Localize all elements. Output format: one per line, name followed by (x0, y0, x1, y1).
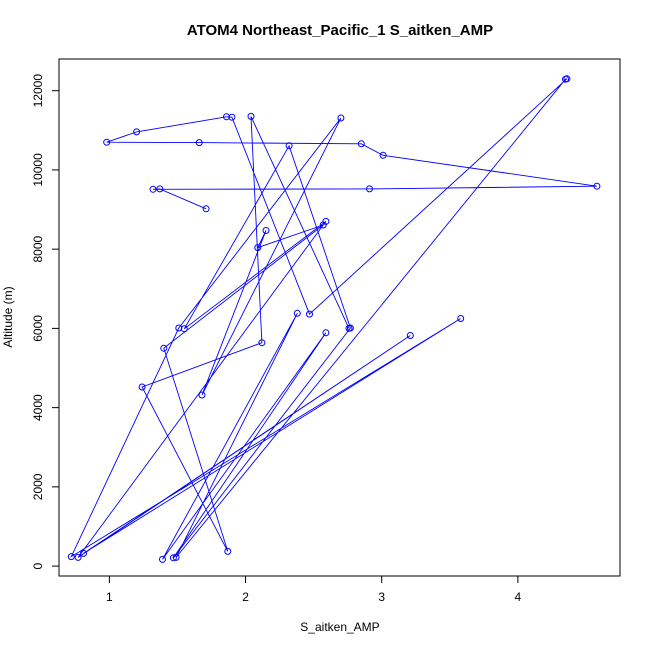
data-point (247, 112, 255, 120)
data-point (322, 329, 330, 337)
data-point (195, 139, 203, 147)
data-point (285, 142, 293, 150)
data-point (224, 547, 232, 555)
data-point (103, 138, 111, 146)
data-point (562, 75, 569, 83)
marker-layer (67, 75, 601, 563)
data-point (457, 315, 465, 322)
data-point (366, 185, 373, 193)
data-point (254, 244, 262, 252)
data-point (293, 309, 301, 317)
x-tick-label: 2 (242, 590, 249, 604)
data-point (169, 554, 177, 562)
data-point (306, 310, 313, 318)
data-point (345, 324, 353, 332)
data-point (159, 555, 166, 563)
data-point (202, 205, 210, 213)
chart-title: ATOM4 Northeast_Pacific_1 S_aitken_AMP (187, 22, 493, 39)
data-point (156, 185, 164, 193)
data-point (138, 383, 146, 391)
x-axis-label: S_aitken_AMP (300, 620, 379, 634)
data-point (406, 332, 414, 339)
data-point (67, 553, 75, 561)
data-point (80, 549, 87, 557)
data-point (74, 553, 82, 561)
x-tick-label: 1 (106, 590, 113, 604)
y-tick-label: 10000 (31, 153, 45, 187)
data-point (172, 553, 180, 561)
x-tick-label: 3 (378, 590, 385, 604)
x-axis: 1 2 3 4 (106, 575, 522, 604)
series-layer (70, 78, 597, 560)
data-point (149, 185, 157, 193)
data-point (379, 151, 387, 159)
data-point (198, 391, 206, 399)
y-tick-label: 2000 (31, 473, 45, 500)
data-point (160, 344, 168, 352)
data-point (593, 182, 601, 190)
data-point (228, 113, 236, 121)
y-axis-label: Altitude (m) (1, 286, 15, 347)
y-tick-label: 6000 (31, 315, 45, 342)
data-point (133, 128, 141, 136)
data-point (175, 324, 183, 332)
series-line (70, 78, 597, 560)
data-point (258, 339, 266, 347)
data-point (223, 113, 230, 121)
data-point (337, 114, 345, 122)
y-tick-label: 4000 (31, 394, 45, 421)
data-point (319, 221, 327, 229)
y-tick-label: 12000 (31, 74, 45, 108)
y-tick-label: 8000 (31, 235, 45, 262)
data-point (262, 227, 270, 234)
y-axis: 0 2000 4000 6000 8000 10000 12000 (31, 74, 60, 569)
data-point (357, 140, 365, 148)
x-tick-label: 4 (515, 590, 522, 604)
y-tick-label: 0 (31, 562, 45, 569)
